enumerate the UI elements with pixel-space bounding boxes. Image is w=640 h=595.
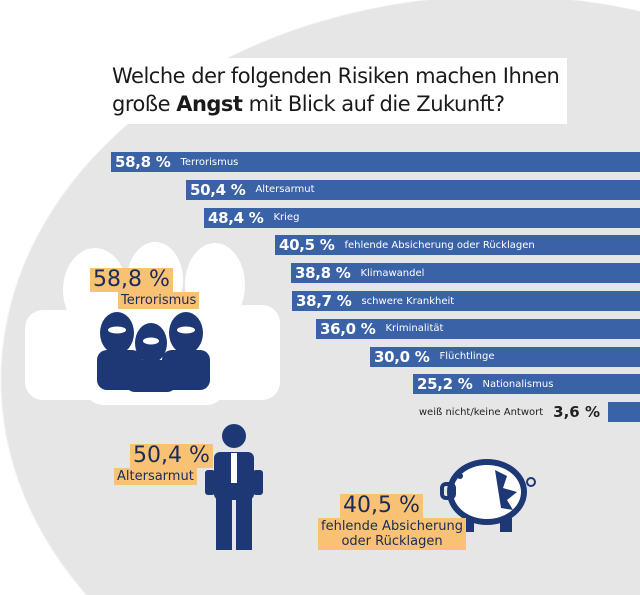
bar-value-label: 50,4 % xyxy=(190,180,246,199)
bar-category-label: weiß nicht/keine Antwort xyxy=(418,406,544,418)
title-line-2: große Angst mit Blick auf die Zukunft? xyxy=(112,90,559,118)
bar-value-label: 40,5 % xyxy=(279,236,335,255)
bar-value-label: 58,8 % xyxy=(115,153,171,171)
bar-value-label: 48,4 % xyxy=(208,208,264,227)
bar-8: 25,2 % Nationalismus xyxy=(413,374,640,395)
highlight-altersarmut-label: Altersarmut xyxy=(114,468,197,485)
title-prefix: große xyxy=(112,92,177,116)
highlight-absicherung-label: fehlende Absicherung oder Rücklagen xyxy=(318,518,467,550)
bar-2: 48,4 % Krieg xyxy=(204,207,640,228)
bar-9 xyxy=(608,402,640,423)
bar-category-label: Altersarmut xyxy=(255,184,315,196)
bar-6: 36,0 % Kriminalität xyxy=(316,318,640,339)
bar-category-label: Kriminalität xyxy=(385,323,444,335)
page-title: Welche der folgenden Risiken machen Ihne… xyxy=(104,58,568,124)
bar-category-label: Klimawandel xyxy=(360,267,425,279)
bar-value-label: 38,7 % xyxy=(296,292,352,310)
bar-category-label: schwere Krankheit xyxy=(361,295,455,307)
highlight-absicherung-label-line1: fehlende Absicherung xyxy=(321,519,464,534)
title-line-1: Welche der folgenden Risiken machen Ihne… xyxy=(112,64,560,88)
bar-value-label: 3,6 % xyxy=(553,403,600,422)
bar-1: 50,4 % Altersarmut xyxy=(186,179,640,200)
title-bold: Angst xyxy=(176,92,243,116)
masked-terrorists-icon xyxy=(97,312,210,392)
man-empty-pockets-icon xyxy=(205,424,263,550)
title-suffix: mit Blick auf die Zukunft? xyxy=(242,92,505,116)
bar-outside-labels: weiß nicht/keine Antwort 3,6 % xyxy=(419,402,600,422)
bar-4: 38,8 % Klimawandel xyxy=(291,263,640,284)
bar-value-label: 30,0 % xyxy=(374,347,430,366)
bar-7: 30,0 % Flüchtlinge xyxy=(370,346,640,367)
bar-category-label: fehlende Absicherung oder Rücklagen xyxy=(344,239,535,251)
highlight-altersarmut-value: 50,4 % xyxy=(130,444,213,468)
bar-value-label: 38,8 % xyxy=(295,264,351,283)
bar-5: 38,7 % schwere Krankheit xyxy=(292,291,640,311)
highlight-terrorismus-value: 58,8 % xyxy=(90,268,173,292)
highlight-absicherung-value: 40,5 % xyxy=(340,494,423,518)
bar-category-label: Nationalismus xyxy=(482,378,554,390)
bar-category-label: Flüchtlinge xyxy=(439,351,495,363)
bar-value-label: 25,2 % xyxy=(417,375,473,394)
bar-3: 40,5 % fehlende Absicherung oder Rücklage… xyxy=(275,235,640,256)
bar-category-label: Krieg xyxy=(273,212,300,224)
bar-category-label: Terrorismus xyxy=(180,156,239,168)
bar-0: 58,8 % Terrorismus xyxy=(111,152,640,172)
highlight-absicherung-label-line2: oder Rücklagen xyxy=(341,534,443,549)
highlight-terrorismus-label: Terrorismus xyxy=(118,292,200,309)
bar-value-label: 36,0 % xyxy=(320,319,376,338)
